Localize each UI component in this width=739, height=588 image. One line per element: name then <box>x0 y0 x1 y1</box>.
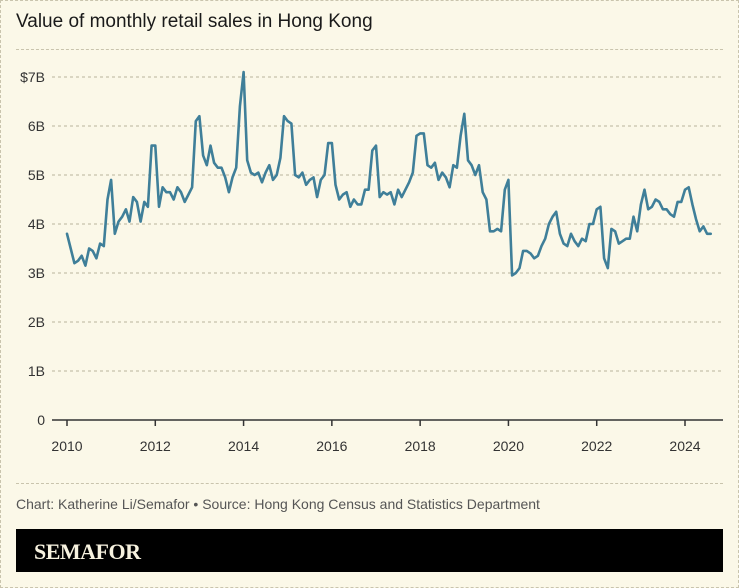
chart-title: Value of monthly retail sales in Hong Ko… <box>16 11 373 32</box>
y-tick-label: 1B <box>28 363 45 379</box>
y-tick-label: 6B <box>28 118 45 134</box>
footer-divider <box>16 483 723 484</box>
x-tick-label: 2014 <box>228 438 259 454</box>
brand-bar: SEMAFOR <box>16 529 723 572</box>
series-line <box>65 70 712 277</box>
y-tick-label: $7B <box>20 69 45 85</box>
x-tick-label: 2020 <box>493 438 524 454</box>
x-tick-label: 2012 <box>140 438 171 454</box>
line-chart: 0 1B 2B 3B 4B 5B 6B $7B 2010 2012 2014 2016 2018 202… <box>20 69 723 454</box>
x-tick-label: 2022 <box>581 438 612 454</box>
data-points <box>66 72 711 276</box>
y-tick-label: 0 <box>37 412 45 428</box>
header-divider <box>16 49 723 50</box>
x-tick-label: 2018 <box>405 438 436 454</box>
y-tick-label: 2B <box>28 314 45 330</box>
x-tick-label: 2024 <box>669 438 700 454</box>
semafor-logo: SEMAFOR <box>34 539 141 564</box>
x-tick-label: 2016 <box>316 438 347 454</box>
y-tick-label: 4B <box>28 216 45 232</box>
y-axis: 0 1B 2B 3B 4B 5B 6B $7B <box>20 69 45 428</box>
source-credit: Chart: Katherine Li/Semafor • Source: Ho… <box>16 496 540 512</box>
y-tick-label: 3B <box>28 265 45 281</box>
x-axis: 2010 2012 2014 2016 2018 2020 2022 2024 <box>51 419 723 454</box>
gridlines <box>52 76 723 372</box>
y-tick-label: 5B <box>28 167 45 183</box>
x-tick-label: 2010 <box>51 438 82 454</box>
